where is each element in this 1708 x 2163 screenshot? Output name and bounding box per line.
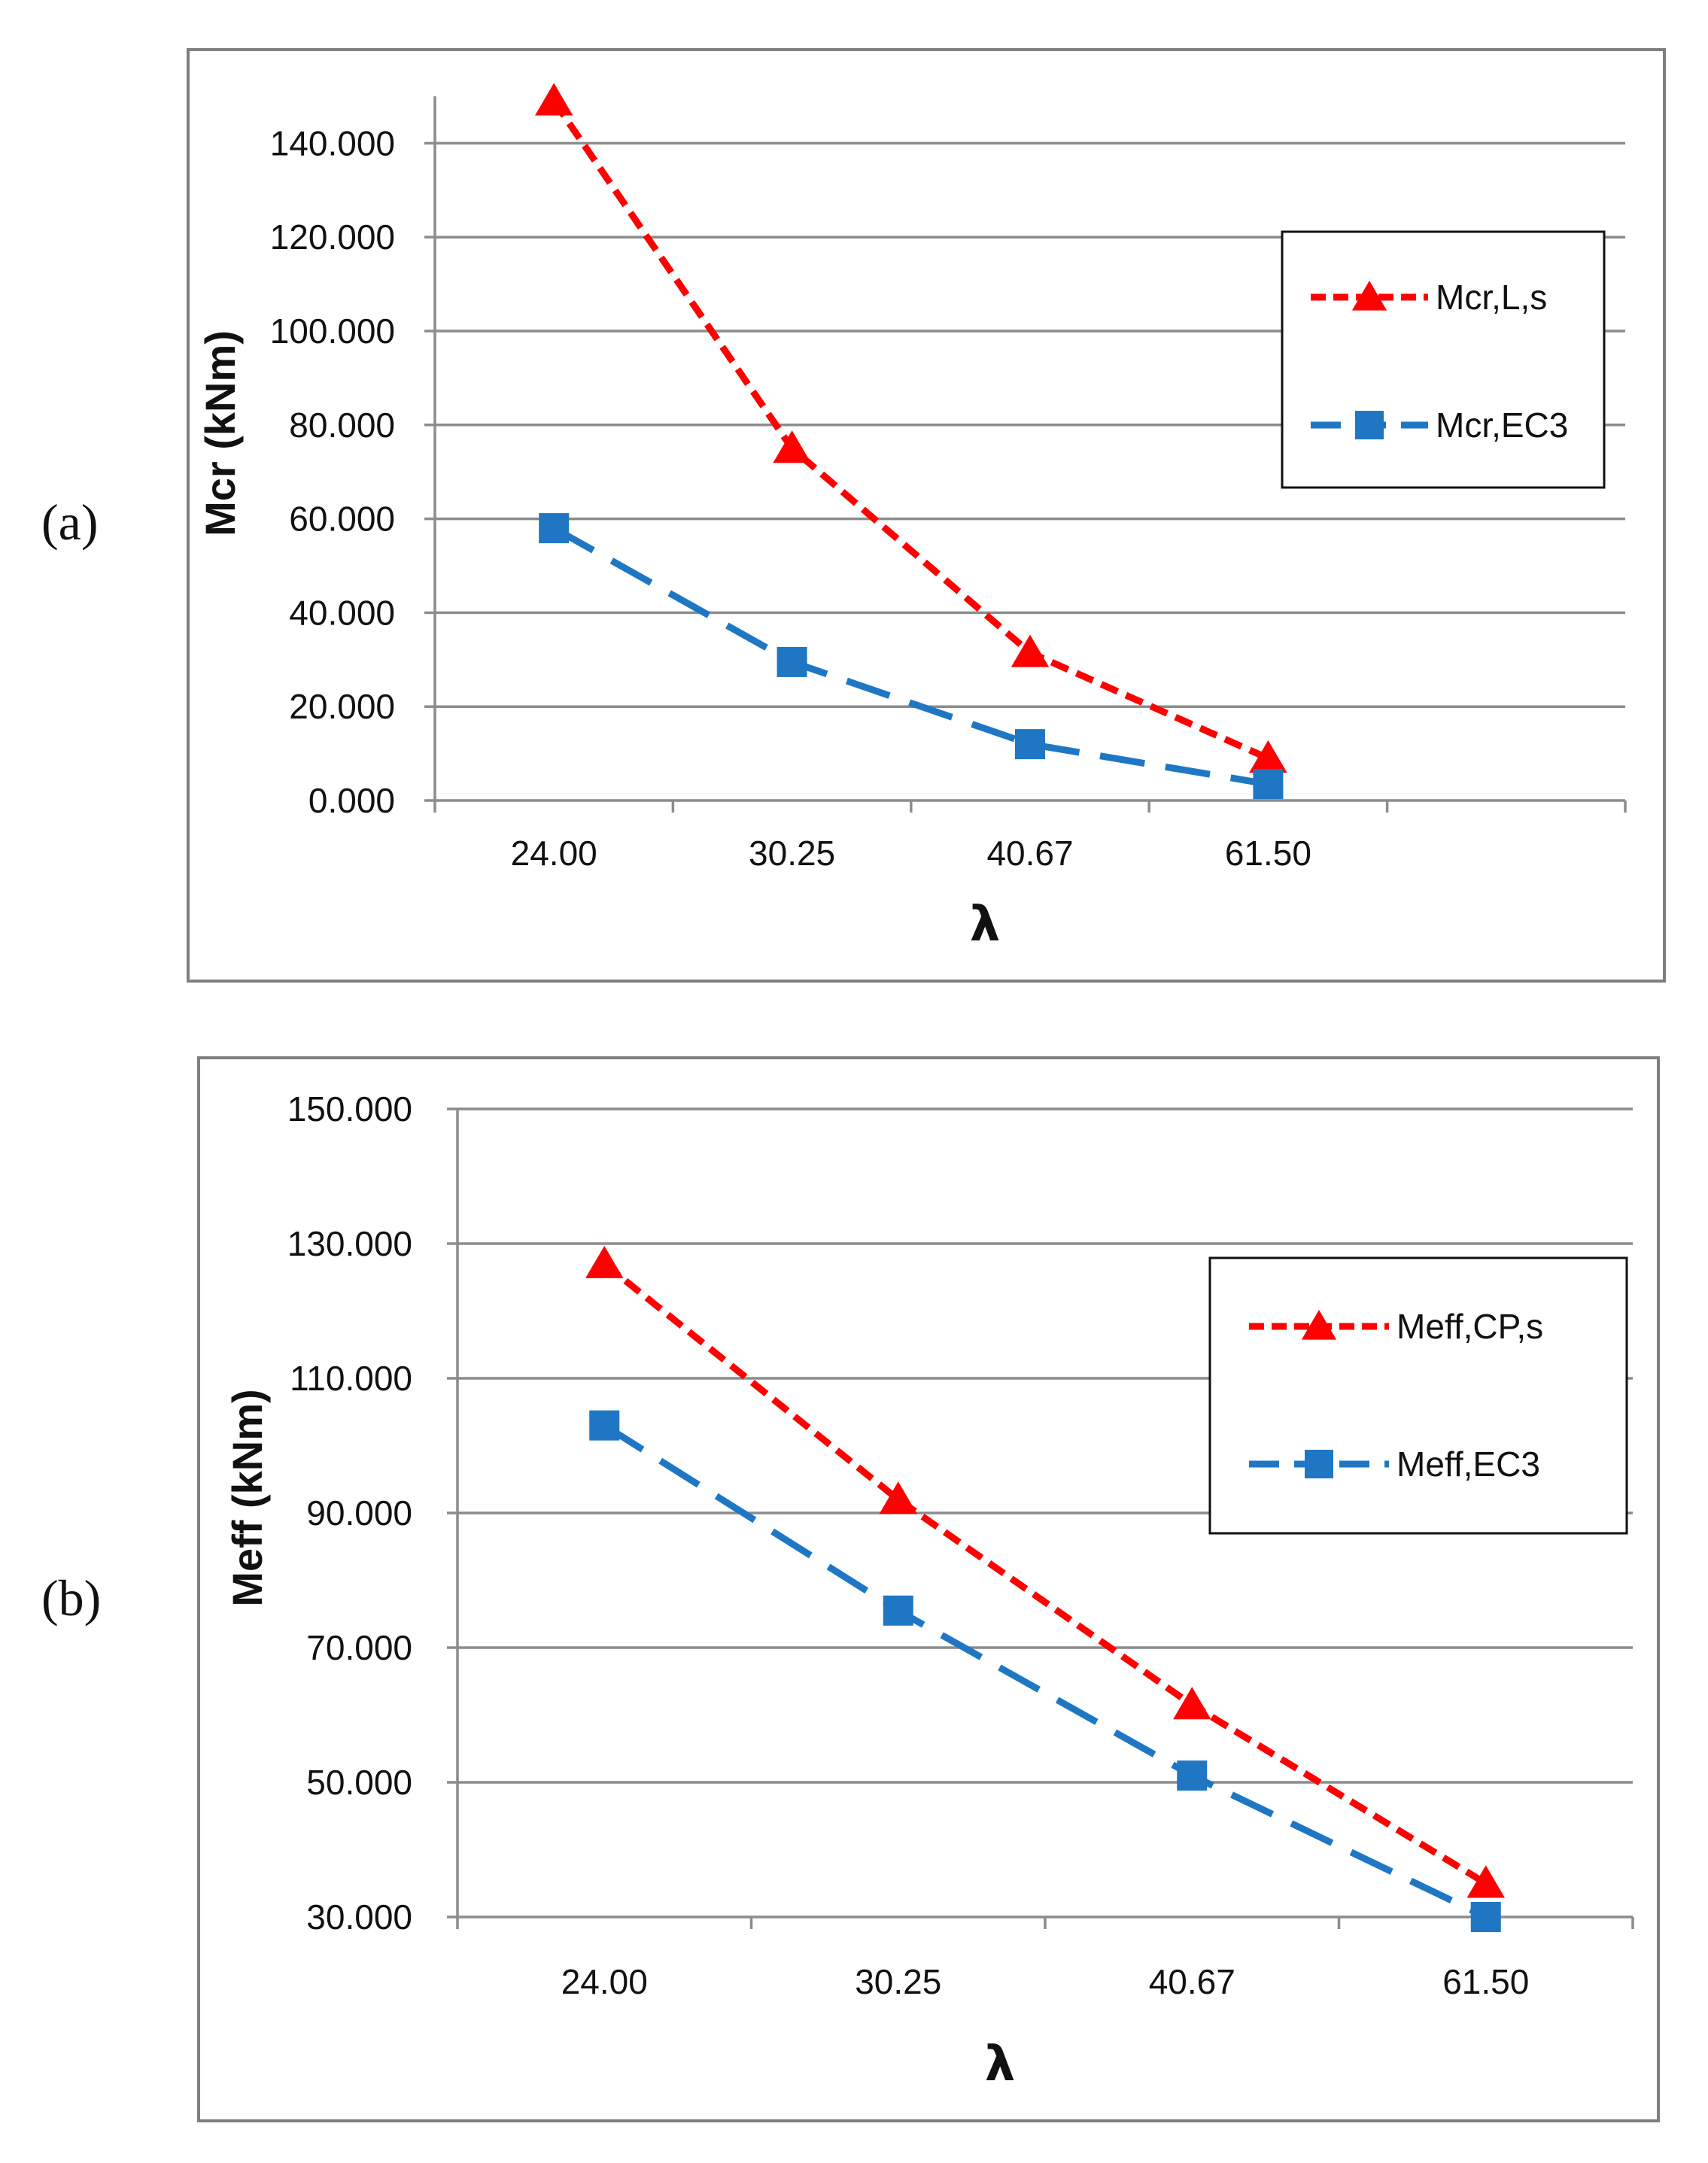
y-tick-label-a-5: 100.000: [270, 311, 395, 351]
series-line-a-1: [552, 525, 1269, 788]
x-tick-label-a-2: 40.67: [986, 834, 1073, 873]
panel-a-label: (a): [41, 494, 99, 551]
x-tick-label-b-2: 40.67: [1149, 1962, 1235, 2001]
chart-a-frame: [187, 48, 1666, 983]
x-tick-label-a-1: 30.25: [749, 834, 835, 873]
y-tick-label-a-2: 40.000: [289, 593, 395, 632]
point-a-0-0: [535, 83, 573, 116]
point-a-1-3: [1253, 769, 1284, 800]
y-tick-label-a-3: 60.000: [289, 500, 395, 539]
point-a-1-1: [777, 646, 807, 677]
y-axis-title-a: Mcr (kNm): [196, 330, 244, 536]
series-line-b-0: [602, 1261, 1488, 1887]
legend-label-a-1: Mcr,EC3: [1436, 406, 1568, 445]
series-line-b-1: [602, 1422, 1488, 1921]
legend-marker-a-0: [1351, 281, 1387, 311]
x-tick-label-a-3: 61.50: [1225, 834, 1311, 873]
y-tick-label-a-6: 120.000: [270, 217, 395, 257]
x-tick-label-b-0: 24.00: [561, 1962, 648, 2001]
point-b-0-0: [585, 1245, 624, 1279]
y-tick-label-a-0: 0.000: [308, 781, 395, 820]
panel-b-label: (b): [41, 1569, 102, 1627]
chart-b-frame: [197, 1056, 1660, 2122]
y-tick-label-b-2: 70.000: [306, 1628, 412, 1667]
point-b-1-2: [1177, 1760, 1208, 1791]
x-tick-label-b-1: 30.25: [855, 1962, 941, 2001]
y-axis-title-b: Meff (kNm): [223, 1389, 271, 1606]
point-b-1-0: [589, 1410, 620, 1441]
point-b-0-2: [1173, 1687, 1211, 1720]
legend-label-a-0: Mcr,L,s: [1436, 278, 1547, 317]
y-tick-label-b-0: 30.000: [306, 1897, 412, 1937]
y-tick-label-b-4: 110.000: [290, 1359, 412, 1398]
point-b-0-1: [879, 1481, 917, 1514]
y-tick-label-b-6: 150.000: [287, 1089, 412, 1129]
chart-a: 0.000 20.000 40.000 60.000 80.000 100.000 120.…: [196, 83, 1627, 952]
y-tick-label-b-1: 50.000: [306, 1763, 412, 1802]
legend-label-b-1: Meff,EC3: [1396, 1445, 1540, 1484]
point-a-1-2: [1015, 729, 1045, 760]
x-tick-label-b-3: 61.50: [1442, 1962, 1529, 2001]
y-tick-label-b-3: 90.000: [306, 1493, 412, 1533]
x-tick-label-a-0: 24.00: [511, 834, 597, 873]
legend-marker-b-1: [1305, 1450, 1333, 1478]
chart-b: 30.000 50.000 70.000 90.000 110.000 130.000 15…: [223, 1089, 1634, 2092]
legend-marker-a-1: [1355, 411, 1384, 439]
point-a-1-0: [539, 513, 570, 544]
legend-box-a: [1281, 230, 1606, 489]
point-a-0-1: [773, 430, 811, 463]
legend-label-b-0: Meff,CP,s: [1396, 1307, 1543, 1346]
point-b-0-3: [1466, 1865, 1505, 1898]
legend-box-b: [1208, 1256, 1628, 1535]
y-tick-label-a-4: 80.000: [289, 406, 395, 445]
legend-marker-b-0: [1301, 1310, 1337, 1340]
y-tick-label-a-1: 20.000: [289, 687, 395, 726]
y-tick-label-a-7: 140.000: [270, 123, 395, 163]
point-a-0-2: [1011, 634, 1050, 667]
series-line-a-0: [551, 99, 1270, 761]
point-b-1-1: [883, 1595, 913, 1626]
point-b-1-3: [1470, 1902, 1501, 1932]
point-a-0-3: [1249, 740, 1287, 773]
x-axis-title-a: λ: [970, 897, 1001, 952]
y-tick-label-b-5: 130.000: [287, 1224, 412, 1263]
x-axis-title-b: λ: [985, 2037, 1016, 2092]
